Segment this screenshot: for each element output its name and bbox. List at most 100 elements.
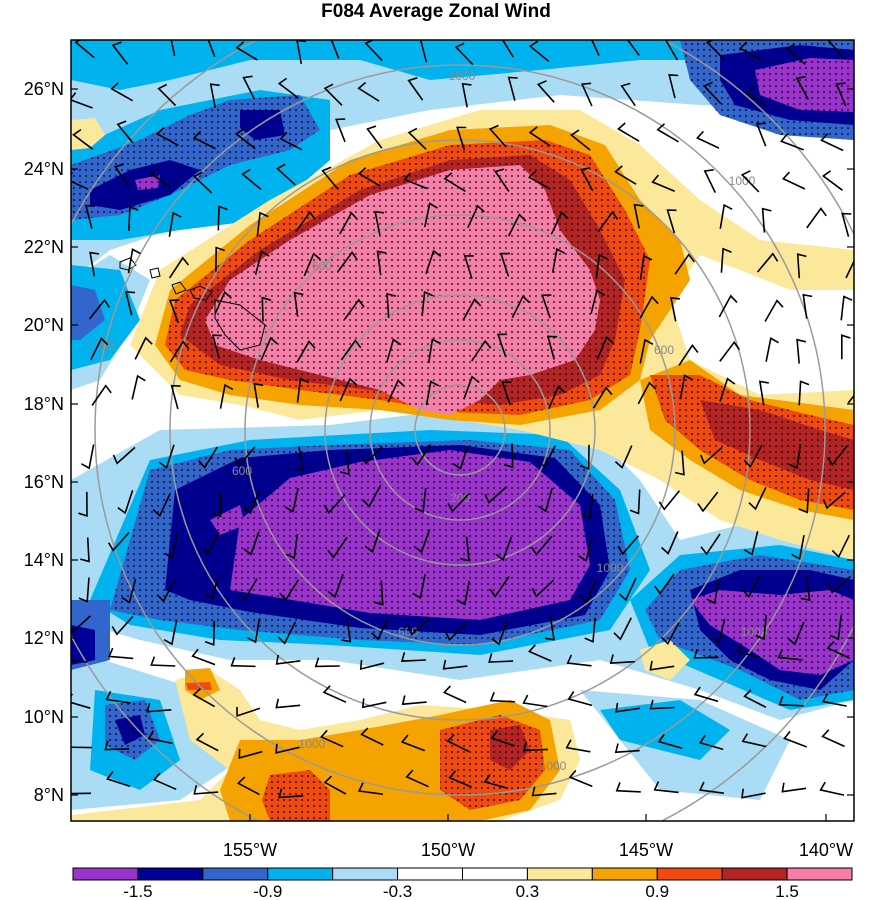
- wind-barb: [195, 732, 219, 752]
- wind-barb: [376, 250, 387, 276]
- wind-barb: [756, 252, 779, 273]
- wind-barb: [764, 299, 784, 322]
- wind-barb: [442, 659, 468, 670]
- wind-barb: [528, 126, 551, 147]
- colorbar-swatch: [721, 867, 788, 881]
- colorbar-swatch: [656, 867, 723, 881]
- wind-barb: [847, 394, 854, 404]
- wind-barb: [446, 734, 470, 753]
- wind-barb: [488, 124, 507, 148]
- lat-label: 18°N: [24, 394, 64, 414]
- wind-barb: [779, 133, 804, 151]
- wind-barb: [639, 338, 654, 364]
- wind-barb: [72, 128, 94, 150]
- plot-area: 200 600 600 600 600 1000 1000 1000 1000 1000 1000 1…: [71, 40, 854, 821]
- wind-barb: [460, 536, 470, 562]
- wind-barb: [698, 734, 724, 751]
- wind-barb: [494, 168, 510, 192]
- colorbar-swatch: [526, 867, 593, 881]
- wind-barb: [537, 487, 553, 513]
- wind-barb: [840, 295, 853, 321]
- range-ring-labels: 200 600 600 600 600 1000 1000 1000 1000 1000 1000 1…: [88, 69, 768, 773]
- wind-barb: [84, 204, 96, 229]
- wind-barb: [629, 489, 641, 515]
- wind-barb: [131, 374, 146, 400]
- wind-barb: [783, 730, 808, 748]
- wind-barb: [461, 82, 472, 108]
- wind-barb: [755, 122, 767, 147]
- wind-barb: [738, 41, 762, 61]
- range-ring-label: 1000: [449, 69, 476, 83]
- range-ring-label: 1000: [540, 759, 567, 773]
- wind-barb: [411, 444, 432, 466]
- wind-barb: [796, 253, 807, 279]
- wind-barb: [400, 652, 426, 662]
- wind-barb: [413, 529, 431, 554]
- wind-barb: [657, 733, 683, 750]
- wind-barb: [407, 77, 424, 101]
- lat-label: 8°N: [34, 785, 64, 805]
- wind-barb: [597, 210, 619, 233]
- wind-barb: [204, 574, 220, 600]
- wind-barb: [551, 247, 566, 273]
- wind-barb: [579, 579, 597, 604]
- colorbar-swatch: [591, 867, 658, 881]
- wind-barb: [791, 535, 805, 561]
- wind-barb: [615, 702, 640, 713]
- wind-barb: [127, 248, 141, 274]
- wind-barb: [192, 130, 216, 150]
- colorbar-label: 1.5: [775, 882, 799, 900]
- range-ring-label: 1000: [729, 174, 756, 188]
- wind-barb: [660, 622, 680, 646]
- wind-barb: [425, 380, 440, 406]
- wind-barb: [595, 253, 608, 280]
- wind-barb: [211, 334, 222, 359]
- wind-barb: [591, 40, 600, 56]
- wind-barb: [444, 622, 468, 642]
- wind-barb: [78, 577, 90, 603]
- lon-label: 140°W: [799, 840, 853, 860]
- wind-barb: [548, 385, 566, 410]
- wind-barb: [169, 340, 190, 363]
- wind-barb: [214, 290, 232, 315]
- wind-barb: [366, 125, 383, 149]
- wind-barb: [580, 82, 593, 107]
- wind-barb: [152, 772, 177, 791]
- range-ring: [369, 339, 551, 521]
- colorbar-swatch: [397, 867, 464, 881]
- wind-barb: [705, 40, 725, 61]
- wind-barb: [550, 211, 569, 235]
- wind-barb: [155, 127, 179, 147]
- wind-barb: [565, 739, 591, 753]
- wind-barb: [463, 254, 474, 279]
- wind-barb: [488, 653, 514, 663]
- wind-barb: [568, 769, 593, 788]
- wind-barb: [664, 40, 679, 61]
- wind-barb: [660, 531, 679, 555]
- wind-barb: [321, 166, 339, 190]
- range-ring-label: 200: [450, 491, 470, 505]
- wind-barb: [134, 336, 153, 360]
- wind-barb: [170, 384, 181, 410]
- wind-barb: [735, 643, 760, 659]
- wind-barb: [531, 535, 553, 556]
- colorbar: -1.5 -0.9 -0.3 0.3 0.9 1.5: [72, 867, 853, 900]
- range-ring-label: 1000: [741, 625, 768, 639]
- wind-barb: [163, 620, 178, 646]
- wind-barb: [323, 775, 347, 795]
- wind-barb: [192, 688, 216, 708]
- wind-barb: [819, 781, 845, 796]
- wind-barb: [456, 126, 467, 151]
- range-ring: [169, 139, 751, 721]
- wind-barb: [357, 782, 384, 795]
- wind-barb: [71, 792, 92, 795]
- wind-barb: [698, 781, 725, 794]
- wind-barb: [295, 210, 316, 233]
- wind-barb: [147, 730, 173, 745]
- wind-barb: [614, 743, 640, 754]
- wind-barb: [360, 445, 383, 465]
- wind-barb: [471, 339, 492, 362]
- wind-barb: [626, 40, 640, 56]
- wind-barb: [279, 131, 303, 151]
- wind-barb: [71, 172, 89, 190]
